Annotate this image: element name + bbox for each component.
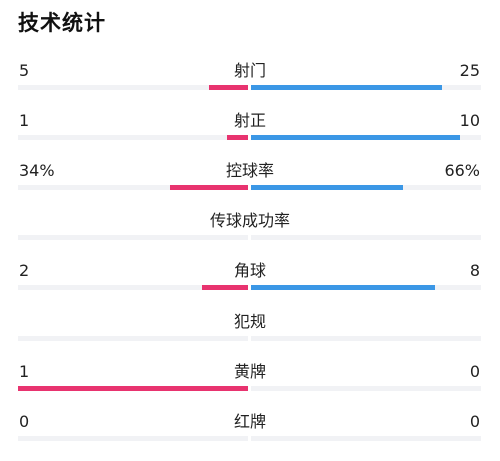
home-bar-track [18, 235, 248, 240]
stat-label: 射门 [233, 61, 266, 80]
home-bar-track [18, 436, 248, 441]
away-bar [251, 285, 435, 290]
home-value: 1 [19, 111, 30, 130]
stat-row-pass-accuracy: 传球成功率 [0, 210, 500, 260]
away-bar-track [251, 85, 481, 90]
home-bar [208, 85, 248, 90]
home-bar-track [18, 336, 248, 341]
stat-row-corners: 2 角球 8 [0, 260, 500, 310]
stat-label: 传球成功率 [209, 211, 290, 230]
home-bar-track [18, 135, 248, 140]
home-value: 2 [19, 261, 30, 280]
page-title: 技术统计 [18, 11, 106, 35]
away-bar-track [251, 235, 481, 240]
away-value: 66% [444, 161, 480, 180]
away-bar [251, 185, 403, 190]
stat-row-shots: 5 射门 25 [0, 60, 500, 110]
stat-label: 红牌 [233, 412, 266, 431]
stat-row-shots-on-target: 1 射正 10 [0, 110, 500, 160]
home-bar [18, 386, 248, 391]
stat-label: 黄牌 [233, 362, 266, 381]
stat-label: 犯规 [233, 312, 266, 331]
home-bar [227, 135, 248, 140]
away-bar-track [251, 336, 481, 341]
home-value: 1 [19, 362, 30, 381]
away-bar [251, 85, 442, 90]
stat-row-yellow-cards: 1 黄牌 0 [0, 361, 500, 411]
away-bar-track [251, 135, 481, 140]
away-value: 10 [459, 111, 480, 130]
away-value: 0 [469, 412, 480, 431]
home-bar [169, 185, 248, 190]
home-bar [202, 285, 248, 290]
away-bar-track [251, 386, 481, 391]
home-bar-track [18, 285, 248, 290]
stat-row-possession: 34% 控球率 66% [0, 160, 500, 210]
away-value: 0 [469, 362, 480, 381]
away-bar-track [251, 185, 481, 190]
stat-row-red-cards: 0 红牌 0 [0, 411, 500, 461]
away-value: 8 [469, 261, 480, 280]
home-value: 5 [19, 61, 30, 80]
home-bar-track [18, 185, 248, 190]
away-value: 25 [459, 61, 480, 80]
home-value: 34% [19, 161, 55, 180]
away-bar [251, 135, 461, 140]
home-bar-track [18, 386, 248, 391]
home-value: 0 [19, 412, 30, 431]
stat-row-fouls: 犯规 [0, 311, 500, 361]
home-bar-track [18, 85, 248, 90]
stat-label: 射正 [233, 111, 266, 130]
away-bar-track [251, 436, 481, 441]
away-bar-track [251, 285, 481, 290]
stat-label: 角球 [233, 261, 266, 280]
stat-label: 控球率 [225, 161, 274, 180]
